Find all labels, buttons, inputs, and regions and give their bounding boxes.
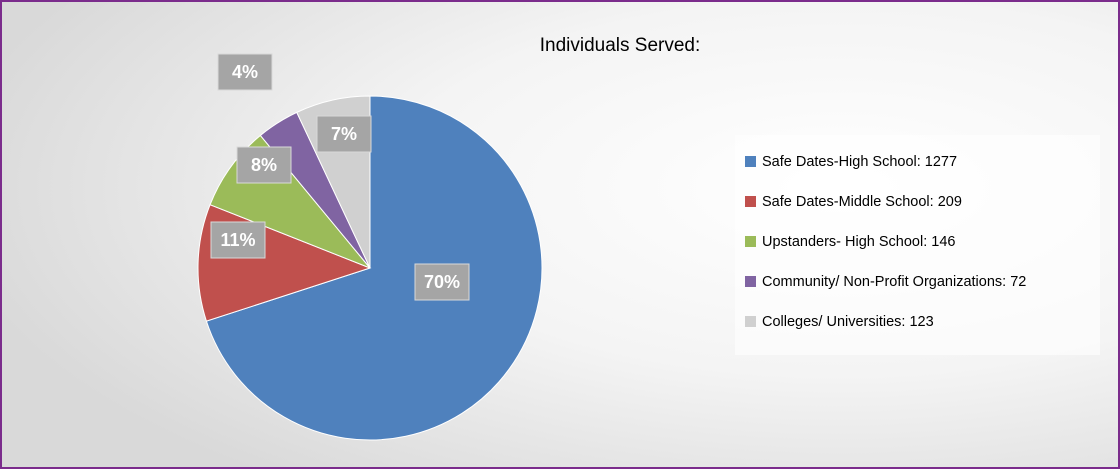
data-label-box <box>316 115 372 153</box>
legend-label: Safe Dates-Middle School: 209 <box>762 194 962 210</box>
data-label: 70% <box>424 272 460 292</box>
data-label-box <box>414 263 470 301</box>
legend-swatch <box>745 196 756 207</box>
pie-slice <box>205 95 543 441</box>
legend-label: Colleges/ Universities: 123 <box>762 314 934 330</box>
chart-title: Individuals Served: <box>540 35 701 56</box>
legend-swatch <box>745 276 756 287</box>
legend-swatch <box>745 236 756 247</box>
legend-label: Community/ Non-Profit Organizations: 72 <box>762 274 1026 290</box>
legend-label: Safe Dates-High School: 1277 <box>762 154 957 170</box>
data-label-box <box>236 146 292 184</box>
legend-box <box>735 135 1100 355</box>
legend-swatch <box>745 316 756 327</box>
data-label-box <box>217 53 273 91</box>
data-label: 4% <box>232 62 258 82</box>
legend-label: Upstanders- High School: 146 <box>762 234 955 250</box>
data-label: 7% <box>331 124 357 144</box>
data-label-box <box>210 221 266 259</box>
legend-swatch <box>745 156 756 167</box>
data-label: 11% <box>220 230 255 250</box>
data-label: 8% <box>251 155 277 175</box>
